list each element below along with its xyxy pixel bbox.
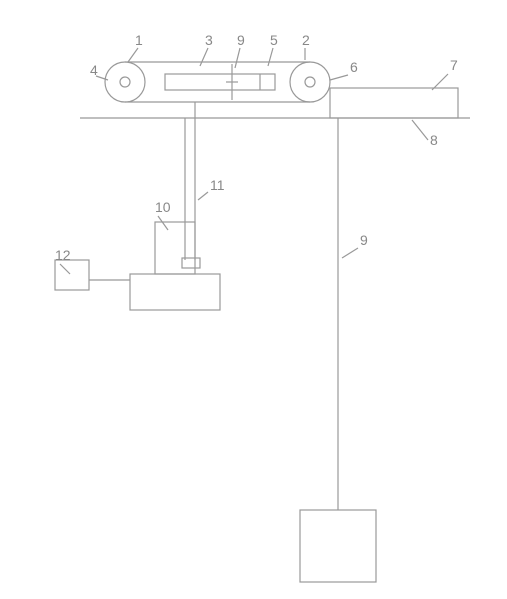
label-5: 5 <box>270 32 278 48</box>
label-7: 7 <box>450 57 458 73</box>
label-12: 12 <box>55 247 71 263</box>
label-10: 10 <box>155 199 171 215</box>
label-1: 1 <box>135 32 143 48</box>
label-3: 3 <box>205 32 213 48</box>
label-4: 4 <box>90 62 98 78</box>
label-9a: 9 <box>237 32 245 48</box>
label-11: 11 <box>210 177 225 193</box>
diagram-canvas: 1395246781110129 <box>0 0 507 599</box>
label-8: 8 <box>430 132 438 148</box>
label-2: 2 <box>302 32 310 48</box>
label-6: 6 <box>350 59 358 75</box>
label-9b: 9 <box>360 232 368 248</box>
